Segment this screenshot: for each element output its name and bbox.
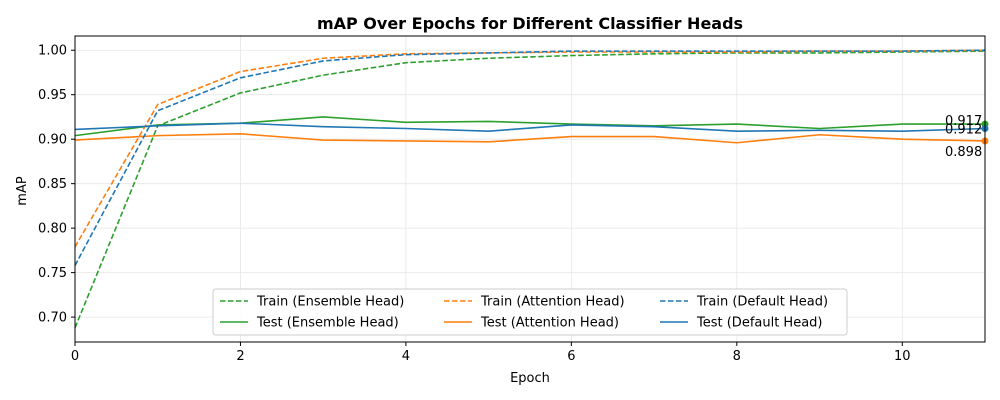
chart-title: mAP Over Epochs for Different Classifier… [317,14,743,33]
y-tick-label: 0.80 [38,222,67,237]
x-tick-label: 10 [894,349,911,364]
legend-item-test-default-head: Test (Default Head) [660,316,823,331]
y-tick-label: 0.75 [38,266,67,281]
series-line-test-ensemble-head [74,116,985,137]
y-tick-label: 0.90 [38,133,67,148]
series-line-test-attention-head [74,133,986,144]
x-axis-label: Epoch [510,371,550,386]
legend-label: Train (Ensemble Head) [256,295,404,310]
x-tick-label: 4 [402,349,410,364]
legend: Train (Ensemble Head) Train (Attention He… [212,288,848,336]
legend-label: Train (Attention Head) [480,295,625,310]
x-tick-label: 2 [236,349,244,364]
end-value-label-test-ensemble-head: 0.917 [945,114,982,129]
legend-item-train-attention-head: Train (Attention Head) [444,295,625,310]
legend-label: Test (Ensemble Head) [256,316,399,331]
plot-frame [74,35,986,343]
legend-label: Train (Default Head) [696,295,828,310]
legend-frame [212,288,848,336]
legend-label: Test (Attention Head) [480,316,619,331]
y-tick-label: 1.00 [38,44,67,59]
legend-label: Test (Default Head) [696,316,823,331]
y-axis-label: mAP [15,176,30,206]
series-line-train-default-head [74,49,986,266]
series-line-train-attention-head [74,49,986,248]
end-value-label-test-default-head: 0.912 [945,123,982,138]
legend-item-test-ensemble-head: Test (Ensemble Head) [220,316,399,331]
series-line-test-default-head [74,122,986,132]
y-tick-label: 0.95 [38,88,67,103]
axes-layer: 0 2 4 6 8 10 0.70 0.75 0.80 0.85 0.90 0.95 1.00 [38,35,986,364]
x-tick-label: 0 [71,349,79,364]
legend-item-train-ensemble-head: Train (Ensemble Head) [220,295,404,310]
legend-item-test-attention-head: Test (Attention Head) [444,316,619,331]
y-tick-label: 0.85 [38,177,67,192]
series-layer [74,49,989,329]
end-value-label-test-attention-head: 0.898 [945,145,982,160]
y-tick-label: 0.70 [38,311,67,326]
x-tick-label: 6 [567,349,575,364]
x-tick-label: 8 [733,349,741,364]
series-line-train-ensemble-head [74,50,986,329]
legend-item-train-default-head: Train (Default Head) [660,295,828,310]
